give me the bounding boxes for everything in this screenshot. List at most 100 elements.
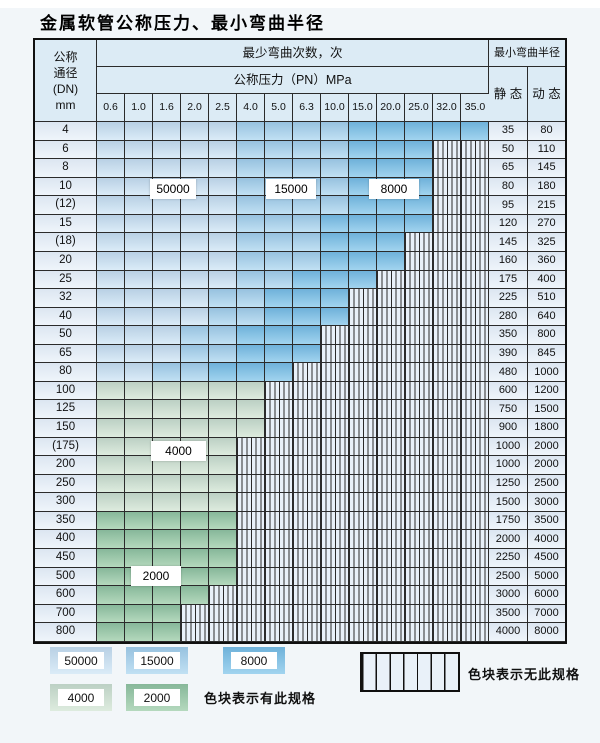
dynamic-radius-value: 2000 [528, 437, 565, 457]
spec-cell-D [125, 381, 153, 401]
static-radius-value: 1000 [489, 437, 528, 457]
spec-cell-X [377, 307, 405, 327]
spec-cell-C [349, 140, 377, 160]
spec-cell-X [321, 419, 349, 438]
spec-cell-E [97, 511, 125, 531]
dn-label: 450 [35, 548, 97, 568]
spec-cell-X [461, 344, 489, 364]
dn-label: 50 [35, 326, 97, 345]
spec-cell-A [97, 177, 125, 197]
dynamic-radius-value: 1800 [528, 419, 565, 438]
spec-cell-E [125, 530, 153, 549]
spec-cell-X [461, 493, 489, 512]
spec-cell-A [181, 214, 209, 234]
dn-header-line: 公称 [53, 49, 78, 64]
spec-cell-X [461, 363, 489, 382]
spec-cell-C [321, 289, 349, 308]
spec-cell-X [461, 307, 489, 327]
static-radius-value: 65 [489, 159, 528, 178]
spec-cell-X [461, 604, 489, 624]
spec-cell-X [433, 419, 461, 438]
spec-cell-X [461, 177, 489, 197]
dynamic-radius-value: 7000 [528, 604, 565, 624]
spec-cell-X [349, 530, 377, 549]
spec-cell-D [209, 437, 237, 457]
spec-cell-B [265, 122, 293, 141]
spec-cell-X [321, 586, 349, 605]
spec-cell-B [265, 251, 293, 271]
spec-cell-X [237, 586, 265, 605]
spec-cell-X [377, 604, 405, 624]
spec-cell-X [377, 530, 405, 549]
spec-cell-E [153, 586, 181, 605]
dn-label: 40 [35, 307, 97, 327]
spec-cell-X [405, 623, 433, 642]
spec-cell-E [181, 530, 209, 549]
spec-cell-X [293, 586, 321, 605]
spec-cell-X [433, 196, 461, 215]
spec-cell-X [349, 419, 377, 438]
spec-cell-B [265, 233, 293, 252]
spec-cell-X [433, 326, 461, 345]
dynamic-radius-value: 1200 [528, 381, 565, 401]
spec-cell-E [125, 548, 153, 568]
spec-cell-B [265, 159, 293, 178]
spec-cell-X [433, 604, 461, 624]
spec-cell-X [405, 567, 433, 587]
spec-cell-X [349, 586, 377, 605]
spec-cell-X [237, 604, 265, 624]
spec-cell-E [153, 604, 181, 624]
spec-cell-A [181, 289, 209, 308]
spec-cell-A [153, 270, 181, 290]
dn-label: (175) [35, 437, 97, 457]
dn-label: 400 [35, 530, 97, 549]
spec-cell-C [377, 196, 405, 215]
spec-cell-X [461, 289, 489, 308]
spec-cell-X [405, 400, 433, 419]
spec-cell-A [97, 196, 125, 215]
spec-cell-X [293, 530, 321, 549]
spec-cell-X [405, 307, 433, 327]
pressure-value-header: 25.0 [405, 94, 433, 122]
dn-label: 80 [35, 363, 97, 382]
spec-cell-C [321, 233, 349, 252]
spec-cell-A [97, 233, 125, 252]
spec-cell-B [237, 233, 265, 252]
spec-cell-C [349, 233, 377, 252]
spec-cell-C [405, 122, 433, 141]
spec-cell-X [293, 400, 321, 419]
spec-cell-E [125, 623, 153, 642]
spec-cell-X [461, 567, 489, 587]
dynamic-radius-value: 270 [528, 214, 565, 234]
spec-cell-C [265, 307, 293, 327]
spec-cell-X [349, 326, 377, 345]
spec-cell-A [181, 196, 209, 215]
spec-cell-X [461, 548, 489, 568]
legend-has-spec-text: 色块表示有此规格 [204, 691, 317, 706]
spec-cell-A [209, 196, 237, 215]
static-radius-value: 280 [489, 307, 528, 327]
spec-cell-X [461, 233, 489, 252]
spec-cell-A [125, 289, 153, 308]
static-radius-value: 480 [489, 363, 528, 382]
dn-label: 25 [35, 270, 97, 290]
spec-cell-A [125, 307, 153, 327]
spec-cell-D [209, 419, 237, 438]
dn-label: 4 [35, 122, 97, 141]
spec-cell-E [209, 567, 237, 587]
spec-cell-X [461, 251, 489, 271]
spec-cell-D [153, 419, 181, 438]
spec-cell-X [293, 474, 321, 494]
spec-cell-C [349, 251, 377, 271]
spec-cell-B [293, 159, 321, 178]
dynamic-radius-value: 6000 [528, 586, 565, 605]
spec-cell-X [461, 196, 489, 215]
spec-cell-E [97, 548, 125, 568]
spec-cell-X [433, 456, 461, 475]
spec-cell-X [433, 381, 461, 401]
radius-header: 最小弯曲半径 [489, 40, 565, 67]
spec-cell-X [293, 604, 321, 624]
dynamic-radius-value: 1000 [528, 363, 565, 382]
pressure-value-header: 1.6 [153, 94, 181, 122]
dn-label: 100 [35, 381, 97, 401]
